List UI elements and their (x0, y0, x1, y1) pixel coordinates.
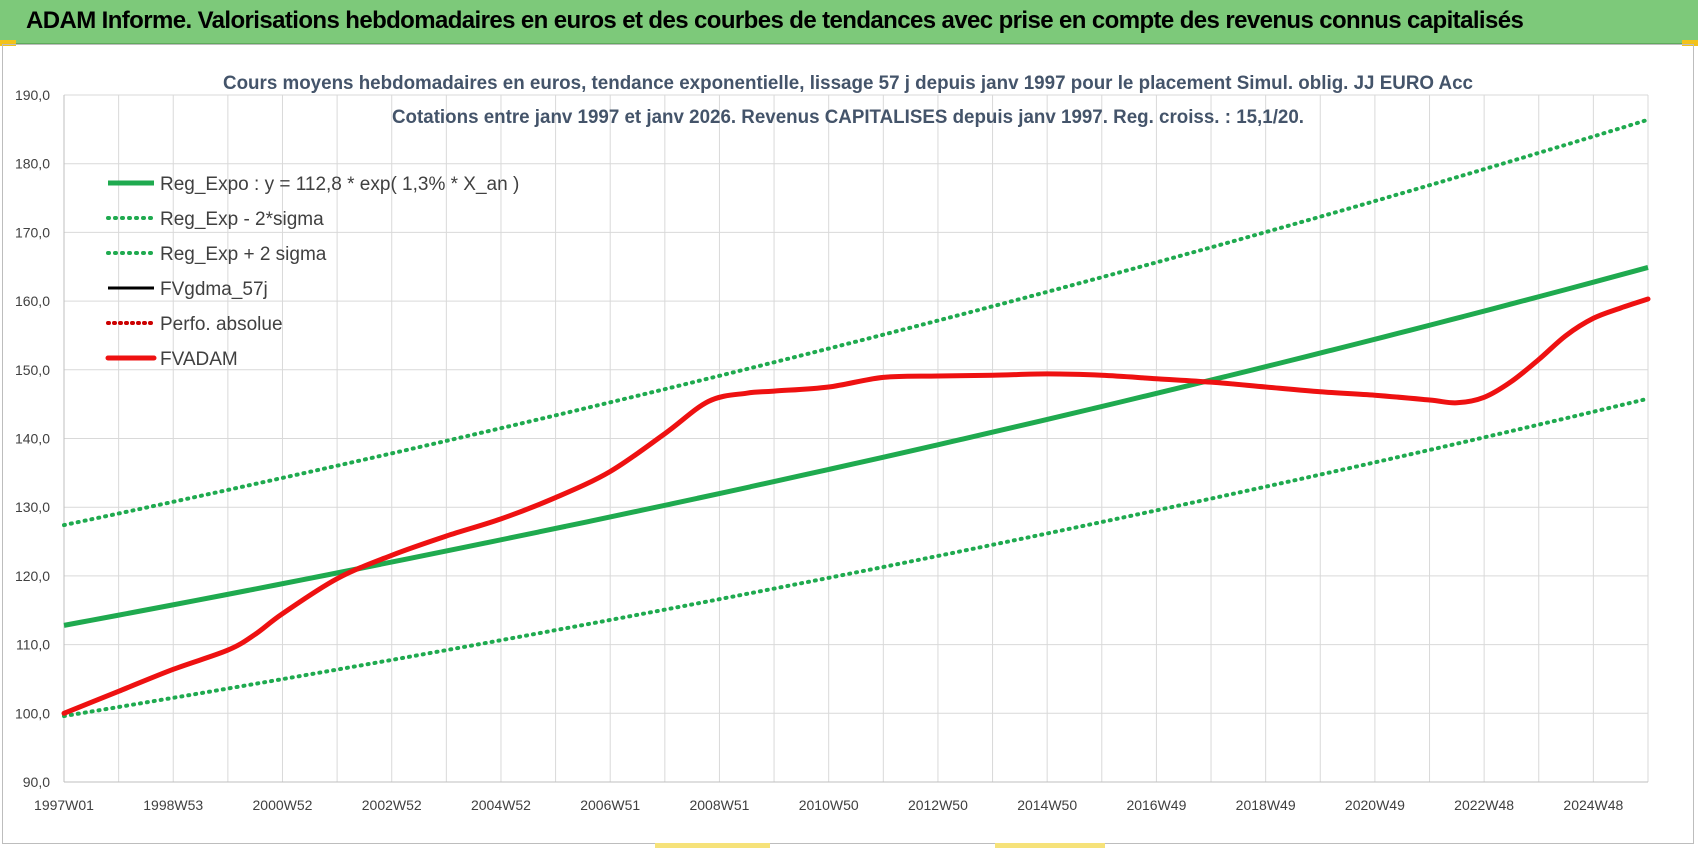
tick-labels: 90,0 100,0 110,0 120,0 130,0 140,0 150,0 160,0 1… (15, 87, 1624, 813)
y-tick-label: 190,0 (15, 87, 50, 103)
legend-item-fvgdma: FVgdma_57j (108, 279, 268, 300)
series-lines (61, 117, 1651, 719)
x-tick-label: 2008W51 (689, 797, 749, 813)
series-line-reg-plus (62, 117, 1650, 528)
legend-label: FVADAM (160, 349, 238, 370)
legend: Reg_Expo : y = 112,8 * exp( 1,3% * X_an … (105, 174, 519, 370)
legend-label: Reg_Exp - 2*sigma (160, 209, 324, 230)
x-tick-label: 2002W52 (362, 797, 422, 813)
title-banner: ADAM Informe. Valorisations hebdomadaire… (0, 0, 1698, 44)
y-tick-label: 110,0 (16, 637, 50, 653)
x-tick-label: 2020W49 (1345, 797, 1405, 813)
x-tick-label: 2024W48 (1563, 797, 1623, 813)
axes (63, 95, 1648, 783)
x-tick-label: 2018W49 (1236, 797, 1296, 813)
y-tick-label: 120,0 (15, 568, 50, 584)
x-tick-label: 2012W50 (908, 797, 968, 813)
x-tick-label: 1997W01 (34, 797, 94, 813)
corner-marker-left (0, 40, 16, 46)
legend-item-reg-minus: Reg_Exp - 2*sigma (106, 209, 324, 230)
gridlines (63, 94, 1649, 783)
y-tick-label: 130,0 (15, 499, 50, 515)
x-tick-label: 2006W51 (580, 797, 640, 813)
series-line-fvadam (61, 296, 1651, 716)
legend-label: Perfo. absolue (160, 314, 283, 335)
y-tick-label: 160,0 (15, 293, 50, 309)
legend-label: Reg_Expo : y = 112,8 * exp( 1,3% * X_an … (160, 174, 519, 195)
y-tick-label: 90,0 (23, 774, 50, 790)
y-tick-label: 100,0 (15, 705, 50, 721)
legend-item-fvadam: FVADAM (105, 349, 238, 370)
x-tick-label: 2010W50 (799, 797, 859, 813)
x-tick-label: 2016W49 (1126, 797, 1186, 813)
corner-marker-right (1682, 40, 1698, 46)
legend-item-reg-plus: Reg_Exp + 2 sigma (106, 244, 327, 265)
series-line-reg-expo (63, 265, 1649, 628)
legend-label: FVgdma_57j (160, 279, 268, 300)
page-title: ADAM Informe. Valorisations hebdomadaire… (26, 7, 1524, 34)
bottom-tab-strip (655, 843, 770, 848)
chart-title: Cours moyens hebdomadaires en euros, ten… (223, 73, 1473, 94)
chart-frame (2, 44, 1694, 844)
x-tick-label: 2000W52 (253, 797, 313, 813)
y-tick-label: 140,0 (15, 431, 50, 447)
y-tick-label: 180,0 (15, 156, 50, 172)
legend-label: Reg_Exp + 2 sigma (160, 244, 327, 265)
bottom-tab-strip (995, 843, 1105, 848)
chart-subtitle: Cotations entre janv 1997 et janv 2026. … (392, 107, 1304, 128)
legend-item-reg-expo: Reg_Expo : y = 112,8 * exp( 1,3% * X_an … (108, 174, 519, 195)
legend-item-perfo: Perfo. absolue (106, 314, 283, 335)
x-tick-label: 2022W48 (1454, 797, 1514, 813)
y-tick-label: 150,0 (15, 362, 50, 378)
chart-titles: Cours moyens hebdomadaires en euros, ten… (223, 73, 1473, 128)
x-tick-label: 2014W50 (1017, 797, 1077, 813)
x-tick-label: 2004W52 (471, 797, 531, 813)
x-tick-label: 1998W53 (143, 797, 203, 813)
y-tick-label: 170,0 (15, 224, 50, 240)
series-line-reg-minus (62, 396, 1650, 719)
